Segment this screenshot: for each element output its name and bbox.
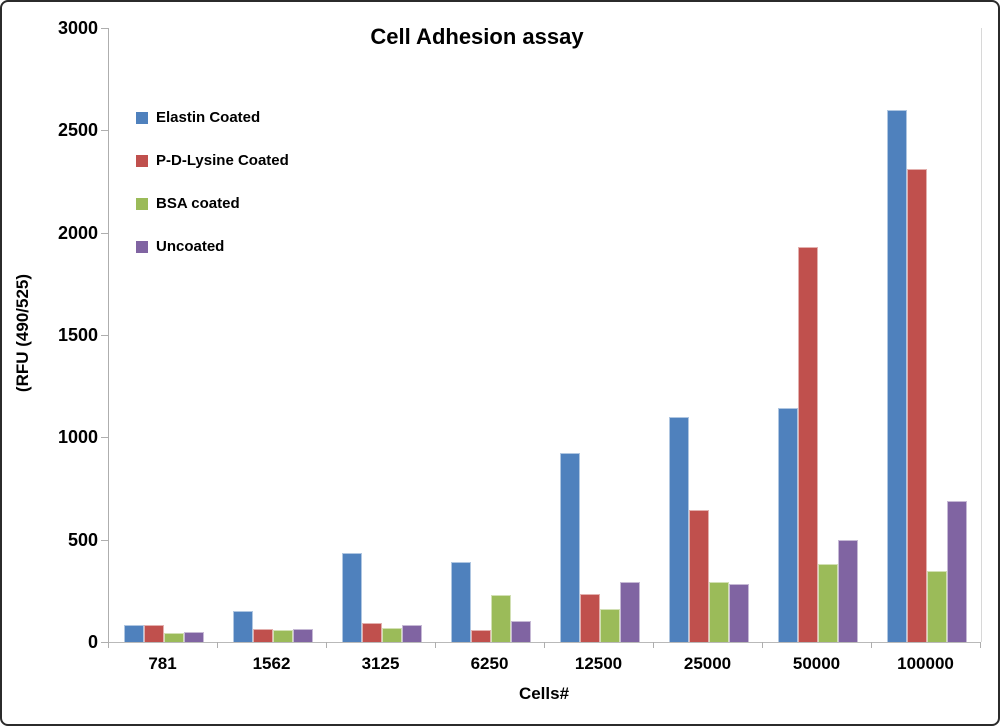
legend-swatch-icon — [136, 154, 148, 167]
legend: Elastin Coated P-D-Lysine Coated BSA coate… — [136, 109, 289, 255]
legend-item-bsa-coated: BSA coated — [136, 195, 289, 212]
y-tick-mark — [101, 130, 108, 132]
bar-bsa-coated-100000 — [926, 570, 947, 642]
chart-title: Cell Adhesion assay — [370, 24, 584, 49]
y-tick-mark — [101, 28, 108, 29]
bar-p-d-lysine-coated-1562 — [252, 629, 273, 642]
y-tick-label-1500: 1500 — [57, 325, 98, 345]
y-tick-mark — [101, 232, 108, 234]
y-tick-label-2000: 2000 — [57, 222, 98, 243]
bar-uncoated-50000 — [837, 539, 858, 642]
x-tick-mark — [108, 642, 109, 648]
bar-bsa-coated-1562 — [272, 630, 293, 642]
x-tick-label-25000: 25000 — [683, 654, 732, 673]
legend-label: Uncoated — [156, 238, 225, 255]
y-tick-label-500: 500 — [67, 529, 98, 550]
x-tick-mark — [544, 642, 545, 648]
bar-group-100000 — [872, 28, 981, 642]
legend-swatch-icon — [136, 111, 148, 124]
legend-item-elastin-coated: Elastin Coated — [136, 109, 289, 126]
x-tick-label-781: 781 — [148, 654, 177, 673]
legend-label: BSA coated — [156, 195, 240, 212]
y-tick-mark — [101, 539, 108, 541]
y-tick-label-0: 0 — [87, 632, 98, 652]
legend-swatch-icon — [136, 240, 148, 253]
y-tick-mark — [101, 642, 108, 643]
y-tick-label-1000: 1000 — [57, 427, 98, 448]
bar-elastin-coated-12500 — [559, 452, 580, 642]
bar-p-d-lysine-coated-781 — [143, 624, 164, 642]
bar-elastin-coated-781 — [123, 624, 144, 642]
x-axis-title: Cells# — [518, 684, 570, 703]
x-tick-mark — [435, 642, 436, 648]
bar-bsa-coated-25000 — [708, 582, 729, 642]
x-tick-mark — [871, 642, 872, 648]
bar-bsa-coated-3125 — [381, 627, 402, 642]
x-tick-label-50000: 50000 — [792, 654, 841, 673]
bar-p-d-lysine-coated-12500 — [579, 593, 600, 642]
x-tick-label-100000: 100000 — [897, 654, 954, 673]
x-tick-mark — [326, 642, 327, 648]
legend-swatch-icon — [136, 197, 148, 210]
bar-p-d-lysine-coated-50000 — [797, 247, 818, 642]
bar-group-25000 — [654, 28, 763, 642]
bar-p-d-lysine-coated-25000 — [688, 510, 709, 642]
bar-elastin-coated-3125 — [341, 553, 362, 642]
bar-uncoated-1562 — [292, 628, 313, 642]
y-tick-mark — [101, 335, 108, 336]
bar-p-d-lysine-coated-3125 — [361, 622, 382, 642]
bar-bsa-coated-781 — [163, 633, 184, 642]
bar-group-3125 — [327, 28, 436, 642]
x-tick-label-12500: 12500 — [574, 654, 623, 673]
bar-p-d-lysine-coated-100000 — [906, 169, 927, 642]
legend-label: Elastin Coated — [156, 109, 261, 126]
bar-elastin-coated-25000 — [668, 416, 689, 642]
bar-uncoated-3125 — [401, 625, 422, 642]
x-tick-mark — [217, 642, 218, 648]
bar-bsa-coated-12500 — [599, 608, 620, 642]
bar-bsa-coated-6250 — [490, 595, 511, 642]
bar-elastin-coated-6250 — [450, 562, 471, 642]
x-tick-mark — [653, 642, 654, 648]
x-tick-mark — [762, 642, 763, 648]
bar-uncoated-6250 — [510, 620, 531, 642]
legend-item-p-d-lysine-coated: P-D-Lysine Coated — [136, 152, 289, 169]
bar-bsa-coated-50000 — [817, 564, 838, 642]
bar-group-6250 — [436, 28, 545, 642]
x-tick-label-1562: 1562 — [252, 654, 291, 673]
bar-p-d-lysine-coated-6250 — [470, 630, 491, 642]
bar-uncoated-25000 — [728, 583, 749, 642]
bar-elastin-coated-100000 — [886, 109, 907, 642]
y-tick-label-2500: 2500 — [57, 120, 98, 141]
bar-uncoated-100000 — [946, 500, 967, 642]
bar-elastin-coated-50000 — [777, 407, 798, 642]
x-tick-mark — [980, 642, 981, 648]
bar-group-50000 — [763, 28, 872, 642]
legend-item-uncoated: Uncoated — [136, 238, 289, 255]
y-tick-label-3000: 3000 — [57, 18, 98, 38]
y-tick-mark — [101, 437, 108, 439]
bar-group-1562 — [218, 28, 327, 642]
x-tick-label-3125: 3125 — [361, 654, 400, 673]
legend-label: P-D-Lysine Coated — [156, 152, 289, 169]
x-tick-label-6250: 6250 — [470, 654, 509, 673]
bar-group-12500 — [545, 28, 654, 642]
bar-elastin-coated-1562 — [232, 610, 253, 642]
bar-uncoated-781 — [183, 631, 204, 642]
bar-uncoated-12500 — [619, 581, 640, 642]
bar-group-781 — [109, 28, 218, 642]
plot-area — [108, 28, 982, 642]
